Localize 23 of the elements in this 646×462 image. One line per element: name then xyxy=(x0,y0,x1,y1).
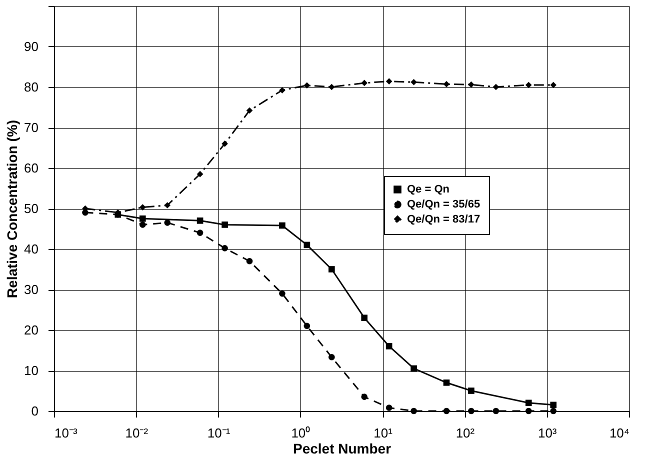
y-tick-label: 40 xyxy=(24,242,38,256)
y-tick-label: 30 xyxy=(24,282,38,297)
y-tick-label: 90 xyxy=(24,39,38,54)
legend-label: Qe = Qn xyxy=(407,184,450,196)
y-tick-label: 50 xyxy=(24,201,38,216)
x-tick-label: 10³ xyxy=(538,426,558,440)
y-tick-label: 20 xyxy=(24,322,38,338)
x-tick-label: 10⁻² xyxy=(125,426,149,440)
x-tick-label: 10² xyxy=(456,426,476,440)
y-tick-label: 70 xyxy=(24,120,38,135)
x-tick-label: 10⁻¹ xyxy=(207,426,231,440)
legend-label: Qe/Qn = 35/65 xyxy=(407,198,480,210)
x-tick-label: 10⁴ xyxy=(609,426,630,440)
y-tick-label: 0 xyxy=(31,404,38,418)
y-tick-label: 80 xyxy=(24,80,38,94)
y-tick-label: 10 xyxy=(24,363,38,378)
x-tick-label: 10⁻³ xyxy=(54,426,78,440)
x-axis-title: Peclet Number xyxy=(292,440,392,456)
x-tick-label: 10¹ xyxy=(374,426,394,440)
y-axis-title: Relative Concentration (%) xyxy=(4,120,20,298)
legend-label: Qe/Qn = 83/17 xyxy=(407,214,480,226)
y-tick-label: 60 xyxy=(24,160,38,176)
x-tick-label: 10⁰ xyxy=(291,426,311,440)
